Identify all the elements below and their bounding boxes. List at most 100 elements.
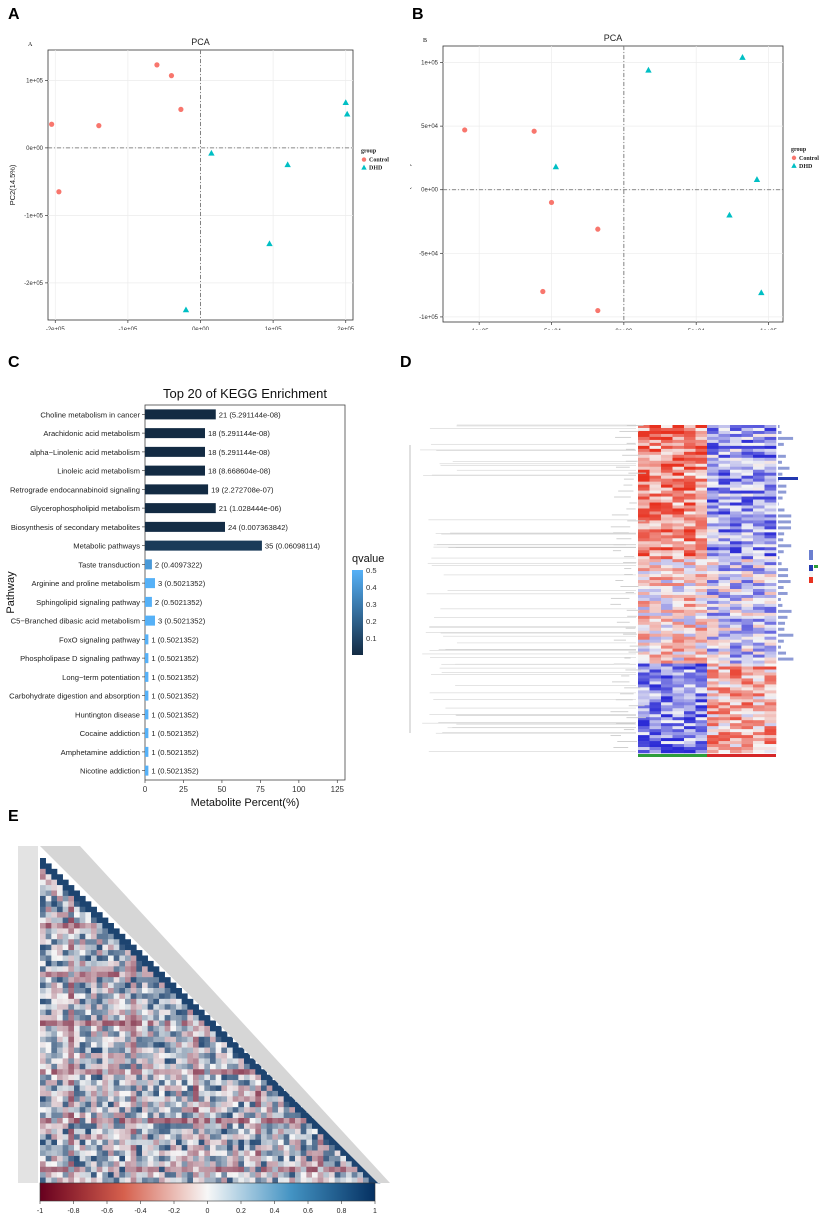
d-heatmap-cell [718, 609, 731, 614]
e-corr-cell [181, 1074, 188, 1081]
e-row-labels [18, 846, 38, 1183]
d-heatmap-cell [753, 583, 765, 587]
e-corr-cell [125, 1155, 131, 1162]
d-heatmap-cell [672, 666, 685, 670]
c-bar [145, 671, 149, 682]
e-corr-cell [113, 1161, 120, 1168]
e-corr-cell [96, 944, 103, 951]
e-corr-cell [346, 1166, 352, 1173]
d-heatmap-cell [661, 636, 673, 640]
e-corr-cell [119, 1172, 126, 1178]
e-corr-cell [351, 1166, 358, 1173]
e-corr-cell [153, 1096, 160, 1103]
d-heatmap-cell [764, 744, 777, 748]
e-corr-cell [57, 1090, 63, 1097]
e-corr-cell [79, 1085, 86, 1092]
e-corr-cell [255, 1134, 262, 1140]
e-corr-cell [108, 1053, 114, 1059]
e-corr-cell [113, 1096, 120, 1103]
e-corr-cell [289, 1107, 296, 1113]
d-heatmap-cell [730, 565, 742, 569]
e-corr-cell [210, 1177, 216, 1184]
d-heatmap-cell [695, 624, 708, 629]
c-bar-label: 24 (0.007363842) [228, 523, 288, 532]
e-corr-cell [278, 1145, 284, 1151]
e-corr-cell [57, 955, 63, 962]
d-heatmap-cell [672, 457, 685, 462]
d-heatmap-cell [638, 556, 650, 560]
e-corr-cell [164, 1155, 171, 1162]
d-heatmap-cell [741, 732, 754, 736]
e-corr-cell [187, 1009, 194, 1016]
e-corr-cell [57, 1036, 63, 1043]
d-row-label-mark [610, 597, 630, 599]
e-corr-cell [215, 1025, 222, 1032]
e-corr-cell [142, 1058, 148, 1065]
d-heatmap-cell [764, 442, 777, 447]
e-corr-cell [147, 988, 154, 994]
e-corr-cell [306, 1150, 313, 1157]
c-colorbar-tick-label: 0.4 [366, 583, 377, 592]
e-corr-cell [198, 1107, 205, 1113]
e-corr-cell [85, 1047, 92, 1054]
e-corr-cell [227, 1074, 233, 1081]
d-heatmap-cell [695, 705, 708, 709]
d-heatmap-cell [672, 648, 685, 652]
e-corr-cell [176, 1069, 182, 1075]
d-heatmap-cell [661, 717, 673, 721]
e-colorbar-tick-label: -0.2 [168, 1208, 180, 1215]
e-corr-cell [125, 1004, 131, 1010]
e-corr-cell [68, 1080, 75, 1086]
d-heatmap-cell [741, 708, 754, 712]
d-heatmap-cell [764, 565, 777, 569]
e-corr-cell [159, 982, 165, 989]
d-heatmap-cell [638, 687, 650, 691]
e-corr-cell [79, 1134, 86, 1140]
e-corr-cell [91, 1074, 97, 1081]
e-corr-cell [45, 901, 52, 908]
d-heatmap-cell [753, 517, 765, 521]
d-heatmap-cell [707, 681, 719, 685]
e-corr-cell [62, 1074, 69, 1081]
e-corr-cell [119, 944, 126, 951]
e-corr-cell [91, 1177, 97, 1184]
e-corr-cell [193, 1074, 199, 1081]
d-heatmap-cell [764, 732, 777, 736]
e-corr-cell [193, 1166, 199, 1173]
e-corr-cell [113, 1009, 120, 1016]
d-heatmap-cell [672, 723, 685, 727]
e-corr-cell [136, 1118, 143, 1124]
d-heatmap-cell [684, 589, 696, 593]
d-annotation-bar [778, 568, 789, 572]
d-heatmap-cell [718, 466, 731, 471]
d-heatmap-cell [730, 672, 742, 676]
d-heatmap-cell [753, 654, 765, 658]
d-heatmap-cell [695, 535, 708, 539]
d-heatmap-cell [695, 427, 708, 432]
d-heatmap-cell [695, 469, 708, 474]
d-heatmap-cell [707, 472, 719, 476]
e-corr-cell [221, 1058, 228, 1065]
e-corr-cell [204, 1155, 211, 1162]
e-corr-cell [193, 1042, 199, 1048]
e-corr-cell [79, 912, 86, 918]
e-corr-cell [125, 1042, 131, 1048]
e-corr-cell [261, 1085, 267, 1092]
d-heatmap-cell [707, 717, 719, 721]
d-heatmap-cell [695, 514, 708, 518]
e-corr-cell [181, 1101, 188, 1108]
e-corr-cell [51, 1177, 58, 1184]
d-row-label-mark [610, 603, 622, 605]
d-heatmap-cell [695, 660, 708, 664]
d-heatmap-cell [764, 735, 777, 739]
d-heatmap-cell [638, 490, 650, 494]
e-corr-cell [249, 1118, 256, 1124]
d-heatmap-cell [638, 502, 650, 506]
d-heatmap-cell [684, 672, 696, 676]
d-heatmap-cell [764, 481, 777, 485]
e-corr-cell [130, 1036, 137, 1043]
d-heatmap-cell [638, 591, 650, 596]
e-corr-cell [181, 1128, 188, 1135]
e-corr-cell [51, 928, 58, 935]
e-corr-cell [142, 1172, 148, 1178]
